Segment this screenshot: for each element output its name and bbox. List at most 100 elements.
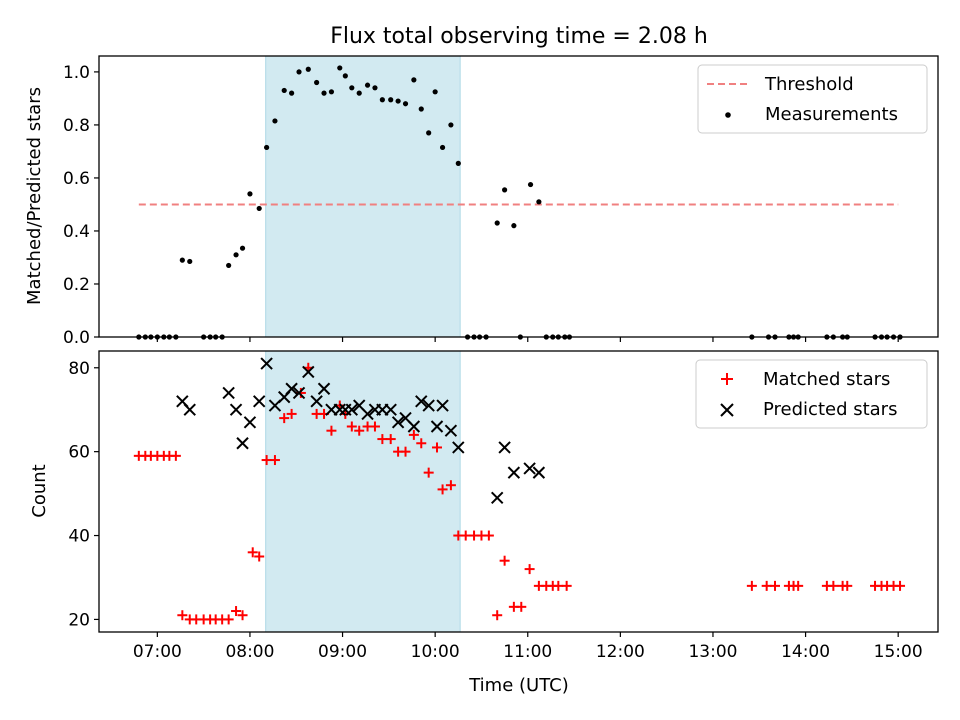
- data-point: [511, 223, 517, 229]
- data-point: [444, 424, 458, 437]
- data-point: [408, 429, 419, 440]
- legend-measurements-label: Measurements: [765, 104, 898, 125]
- data-point: [561, 580, 572, 591]
- data-point: [516, 601, 527, 612]
- data-point: [177, 610, 188, 621]
- top-y-ticks: 0.0 0.2 0.4 0.6 0.8 1.0: [63, 63, 99, 348]
- data-point: [247, 191, 253, 197]
- data-point: [524, 564, 535, 575]
- top-plot-frame: [98, 55, 939, 338]
- data-point: [346, 421, 357, 432]
- data-point: [388, 97, 394, 103]
- chart-title: Flux total observing time = 2.08 h: [330, 24, 708, 49]
- observing-window-band: [265, 55, 461, 338]
- data-point: [261, 455, 272, 466]
- data-point: [333, 403, 346, 416]
- top-legend-frame: [697, 64, 928, 134]
- x-tick-label: 10:00: [411, 642, 460, 662]
- data-point: [229, 403, 243, 416]
- data-point: [436, 399, 449, 412]
- data-point: [402, 101, 409, 107]
- bottom-legend: Matched stars Predicted stars: [695, 359, 928, 429]
- top-y-axis-label: Matched/Predicted stars: [24, 87, 45, 305]
- bottom-legend-frame: [695, 359, 928, 429]
- data-point: [247, 547, 258, 558]
- y-tick-label: 0.4: [63, 222, 90, 242]
- data-point: [345, 403, 359, 416]
- bottom-x-ticks: 07:00 08:00 09:00 10:00 11:00 12:00 13:00 14:00…: [133, 632, 923, 662]
- data-point: [305, 66, 311, 72]
- data-point: [400, 446, 411, 457]
- data-point: [483, 530, 494, 541]
- y-tick-label: 0.0: [63, 328, 90, 348]
- data-point: [445, 480, 456, 491]
- data-point: [432, 89, 438, 95]
- data-point: [356, 90, 362, 96]
- data-point: [391, 416, 405, 429]
- data-point: [384, 403, 397, 416]
- data-point: [243, 416, 257, 429]
- data-point: [295, 387, 306, 398]
- data-point: [264, 144, 270, 151]
- data-point: [269, 455, 280, 466]
- data-point: [281, 87, 287, 94]
- data-point: [296, 69, 302, 75]
- data-point: [289, 90, 295, 96]
- data-point: [415, 395, 428, 408]
- count-panel: 07:00 08:00 09:00 10:00 11:00 12:00 13:00 14:00…: [29, 350, 939, 696]
- data-point: [231, 606, 242, 617]
- data-point: [260, 357, 273, 370]
- data-point: [302, 365, 315, 379]
- data-point: [395, 98, 401, 104]
- data-point: [502, 187, 508, 193]
- data-point: [842, 580, 853, 591]
- data-point: [272, 118, 278, 124]
- data-point: [494, 220, 500, 226]
- data-point: [523, 462, 536, 475]
- data-point: [432, 442, 443, 453]
- data-point: [321, 90, 327, 96]
- data-point: [286, 408, 297, 419]
- data-point: [411, 77, 417, 83]
- data-point: [369, 421, 380, 432]
- data-point: [236, 437, 249, 450]
- data-point: [553, 580, 564, 591]
- data-point: [354, 425, 365, 436]
- data-point: [407, 420, 421, 433]
- data-point: [418, 106, 424, 112]
- data-point: [310, 395, 323, 408]
- top-legend: Threshold Measurements: [697, 64, 928, 134]
- data-point: [532, 466, 546, 479]
- data-point: [239, 245, 246, 251]
- data-point: [416, 438, 427, 449]
- data-point: [342, 73, 348, 79]
- x-tick-label: 11:00: [503, 642, 552, 662]
- data-point: [314, 79, 320, 86]
- legend-matched-swatch: [721, 373, 733, 385]
- legend-threshold-label: Threshold: [764, 74, 854, 95]
- data-point: [423, 467, 434, 478]
- data-point: [507, 466, 521, 479]
- data-point: [183, 403, 196, 416]
- data-point: [430, 420, 444, 433]
- data-point: [285, 382, 298, 395]
- data-point: [337, 65, 343, 71]
- data-point: [179, 257, 185, 263]
- data-point: [226, 262, 232, 269]
- y-tick-label: 1.0: [63, 63, 90, 83]
- data-point: [490, 491, 504, 504]
- data-point: [292, 386, 306, 400]
- data-point: [223, 614, 234, 625]
- bottom-plot-frame: [98, 350, 939, 633]
- observing-window-rect: [265, 55, 461, 338]
- x-tick-label: 08:00: [225, 642, 274, 662]
- legend-matched-label: Matched stars: [763, 369, 890, 390]
- data-point: [187, 258, 193, 265]
- data-point: [372, 85, 378, 91]
- data-point: [536, 199, 542, 205]
- data-point: [746, 580, 757, 591]
- data-point: [460, 530, 471, 541]
- data-point: [422, 399, 435, 412]
- data-point: [437, 484, 448, 495]
